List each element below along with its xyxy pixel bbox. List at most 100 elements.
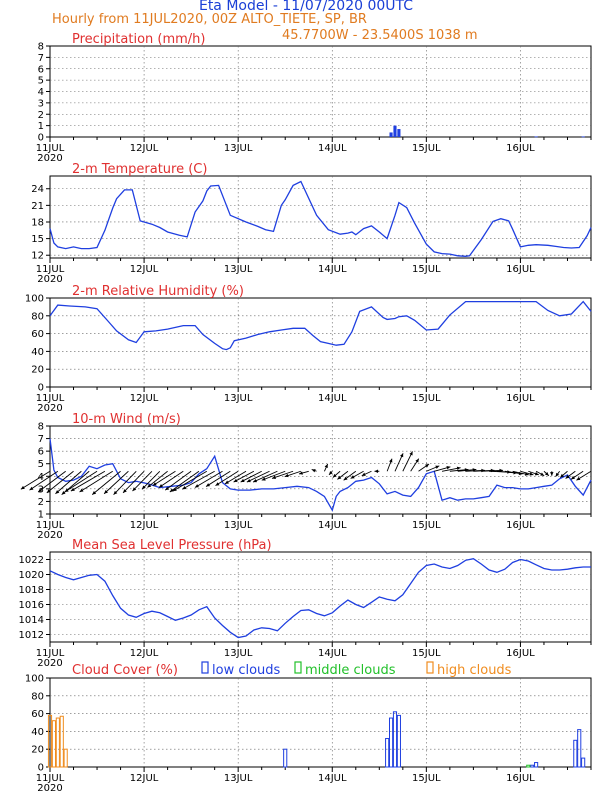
- wind-ytick-label: 6: [38, 447, 44, 458]
- humidity-frame: [49, 297, 592, 388]
- precipitation-xtick-label: 16JUL: [506, 143, 535, 154]
- wind-arrow: [64, 470, 98, 493]
- cloud-xtick-label: 12JUL: [130, 773, 159, 784]
- wind-arrow: [91, 470, 121, 496]
- precip-bar: [393, 125, 397, 137]
- temperature-ytick-label: 18: [31, 217, 44, 228]
- wind-arrowhead: [529, 472, 534, 476]
- pressure-xtick-label: 13JUL: [224, 648, 253, 659]
- humidity-ytick-label: 0: [38, 383, 44, 394]
- precipitation-ytick-label: 6: [38, 64, 44, 75]
- temperature-xtick-label: 16JUL: [506, 264, 535, 275]
- precipitation-year-label: 2020: [37, 153, 62, 164]
- cloud-bar-high-clouds: [63, 748, 68, 768]
- cloud-xtick-label: 15JUL: [412, 773, 441, 784]
- legend-swatch-high-clouds: [426, 661, 434, 674]
- wind-xtick-label: 12JUL: [130, 520, 159, 531]
- cloud-ytick-label: 40: [31, 727, 44, 738]
- wind-arrowhead: [152, 482, 157, 486]
- wind-arrowhead: [233, 478, 238, 483]
- wind-arrowhead: [147, 483, 152, 488]
- legend-swatch-middle-clouds: [294, 661, 302, 674]
- wind-arrow: [246, 470, 270, 483]
- pressure-xtick-label: 14JUL: [318, 648, 347, 659]
- wind-arrowhead: [20, 485, 25, 490]
- wind-arrowhead: [92, 491, 97, 495]
- wind-ytick-label: 2: [38, 497, 44, 508]
- humidity-xtick-label: 14JUL: [318, 393, 347, 404]
- wind-arrowhead: [534, 472, 539, 476]
- cloud-xtick-label: 16JUL: [506, 773, 535, 784]
- precipitation-xtick-label: 11JUL: [36, 143, 65, 154]
- wind-arrowhead: [172, 487, 177, 492]
- cloud-bar-low-clouds: [581, 757, 586, 768]
- wind-xtick-label: 11JUL: [36, 520, 65, 531]
- precip-bar: [397, 129, 401, 137]
- wind-arrowhead: [64, 488, 69, 492]
- wind-arrowhead: [79, 488, 84, 492]
- wind-arrowhead: [194, 484, 199, 488]
- temperature-ytick-label: 21: [31, 201, 44, 212]
- humidity-ytick-label: 40: [31, 347, 44, 358]
- cloud-bar-low-clouds: [530, 764, 535, 768]
- wind-arrowhead: [182, 485, 187, 490]
- wind-arrowhead: [560, 473, 565, 478]
- wind-arrow: [55, 470, 82, 495]
- wind-arrow: [240, 470, 262, 483]
- pressure-panel: 1012 1014 1016 1018 1020 1022 11JUL 12JUL 13JUL 1…: [19, 538, 592, 669]
- wind-arrowhead: [253, 479, 258, 483]
- pressure-xtick-label: 16JUL: [506, 648, 535, 659]
- wind-arrowhead: [409, 451, 413, 456]
- wind-arrowhead: [169, 488, 174, 492]
- cloud-bar-low-clouds: [388, 717, 394, 768]
- pressure-ytick-label: 1014: [19, 615, 44, 626]
- wind-arrow: [271, 470, 294, 479]
- cloud-xtick-label: 11JUL: [36, 773, 65, 784]
- humidity-ytick-label: 20: [31, 365, 44, 376]
- wind-arrowhead: [70, 487, 75, 492]
- figure-subtitle: Hourly from 11JUL2020, 00Z ALTO_TIETE, S…: [52, 12, 367, 27]
- pressure-ytick-label: 1016: [19, 600, 44, 611]
- humidity-title: 2-m Relative Humidity (%): [72, 284, 244, 299]
- pressure-title: Mean Sea Level Pressure (hPa): [72, 538, 272, 553]
- wind-xtick-label: 16JUL: [506, 520, 535, 531]
- wind-arrowhead: [361, 472, 366, 476]
- pressure-series-line: [49, 558, 591, 639]
- wind-arrowhead: [400, 453, 404, 458]
- figure-coordinates: 45.7700W - 23.5400S 1038 m: [282, 28, 478, 43]
- wind-arrowhead: [104, 490, 108, 494]
- legend-label-middle-clouds: middle clouds: [305, 663, 396, 678]
- wind-xtick-label: 14JUL: [318, 520, 347, 531]
- precip-bar: [389, 132, 393, 137]
- wind-arrowhead: [246, 478, 251, 483]
- cloud-title-text: Cloud Cover (%): [72, 663, 178, 678]
- wind-xtick-label: 15JUL: [412, 520, 441, 531]
- wind-arrowhead: [165, 486, 170, 491]
- wind-arrowhead: [329, 471, 333, 475]
- cloud-xtick-label: 14JUL: [318, 773, 347, 784]
- wind-arrow: [224, 470, 247, 485]
- temperature-ytick-label: 24: [31, 184, 44, 195]
- wind-arrowhead: [350, 475, 355, 479]
- temperature-ytick-label: 15: [31, 234, 44, 245]
- temperature-xtick-label: 14JUL: [318, 264, 347, 275]
- cloud-bar-high-clouds: [47, 714, 53, 768]
- wind-ytick-label: 5: [38, 459, 44, 470]
- precipitation-ytick-label: 4: [38, 87, 44, 98]
- precipitation-xtick-label: 13JUL: [224, 143, 253, 154]
- wind-arrowhead: [343, 476, 348, 481]
- wind-arrow: [164, 470, 192, 491]
- wind-arrowhead: [565, 474, 570, 479]
- temperature-xtick-label: 11JUL: [36, 264, 65, 275]
- wind-panel: 1234567811JUL12JUL13JUL14JUL15JUL16JUL20…: [20, 412, 592, 541]
- wind-arrowhead: [123, 489, 127, 493]
- cloud-ytick-label: 60: [31, 709, 44, 720]
- wind-arrowhead: [61, 490, 66, 495]
- wind-arrowhead: [55, 490, 60, 494]
- temperature-xtick-label: 12JUL: [130, 264, 159, 275]
- wind-arrow: [20, 470, 51, 490]
- precip-bar: [581, 136, 585, 138]
- humidity-xtick-label: 16JUL: [506, 393, 535, 404]
- wind-arrow: [122, 470, 145, 494]
